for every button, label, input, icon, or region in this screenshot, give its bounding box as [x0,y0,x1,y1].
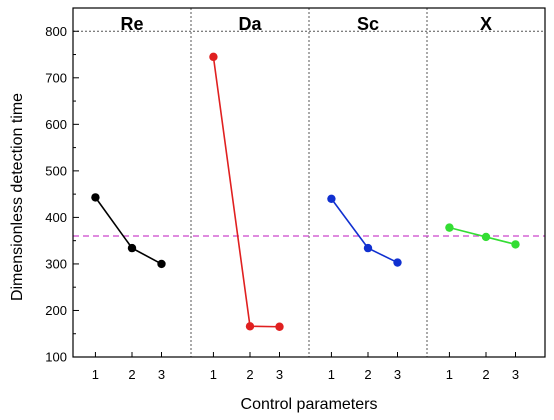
x-tick-label: 1 [210,367,217,382]
data-point-x [445,223,454,232]
data-point-da [275,322,284,331]
series-line-sc [330,198,398,264]
y-tick-label: 500 [45,163,67,178]
x-tick-label: 3 [158,367,165,382]
y-tick-label: 700 [45,70,67,85]
series-line-da [212,56,280,328]
x-tick-label: 1 [446,367,453,382]
y-tick-label: 100 [45,350,67,365]
x-tick-label: 1 [92,367,99,382]
label-layer: Dimensionless detection time Control par… [9,93,377,413]
y-tick-label: 800 [45,24,67,39]
x-tick-label: 2 [482,367,489,382]
x-tick-label: 3 [394,367,401,382]
panel-label-sc: Sc [357,14,379,34]
panel-label-da: Da [238,14,262,34]
plot-frame [72,7,546,358]
panel-label-x: X [480,14,492,34]
x-tick-label: 1 [328,367,335,382]
y-axis-title: Dimensionless detection time [9,93,26,301]
data-point-re [91,193,100,202]
x-tick-label: 2 [246,367,253,382]
data-point-sc [393,258,402,267]
data-point-x [511,240,520,249]
data-point-da [245,322,255,331]
data-point-da [209,52,218,62]
x-tick-label: 3 [276,367,283,382]
x-tick-label: 3 [512,367,519,382]
plot-layer: 100 200 300 400 500 600 700 800 Re 1 2 3 Da 1 2 3 Sc 1 2 3 X… [45,7,546,382]
x-tick-label: 2 [128,367,135,382]
data-point-re [127,243,137,253]
data-point-sc [363,243,373,253]
data-point-re [157,259,166,269]
y-tick-label: 200 [45,303,67,318]
data-point-x [481,232,491,242]
panel-label-re: Re [120,14,143,34]
x-tick-label: 2 [364,367,371,382]
y-tick-label: 300 [45,256,67,271]
y-tick-label: 600 [45,117,67,132]
data-point-sc [327,194,336,203]
x-axis-title: Control parameters [241,396,378,413]
y-tick-label: 400 [45,210,67,225]
series-line-re [94,196,162,265]
